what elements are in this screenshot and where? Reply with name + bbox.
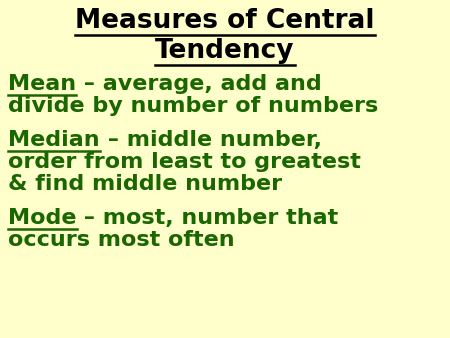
Text: Mean: Mean xyxy=(8,74,76,94)
Text: Median: Median xyxy=(8,130,99,150)
Text: divide by number of numbers: divide by number of numbers xyxy=(8,96,378,116)
Text: Mode: Mode xyxy=(8,208,76,228)
Text: – most, number that: – most, number that xyxy=(76,208,339,228)
Text: – middle number,: – middle number, xyxy=(99,130,322,150)
Text: order from least to greatest: order from least to greatest xyxy=(8,152,361,172)
Text: Measures of Central: Measures of Central xyxy=(75,8,375,34)
Text: – average, add and: – average, add and xyxy=(76,74,322,94)
Text: occurs most often: occurs most often xyxy=(8,230,234,250)
Text: Tendency: Tendency xyxy=(155,38,295,64)
Text: & find middle number: & find middle number xyxy=(8,174,282,194)
